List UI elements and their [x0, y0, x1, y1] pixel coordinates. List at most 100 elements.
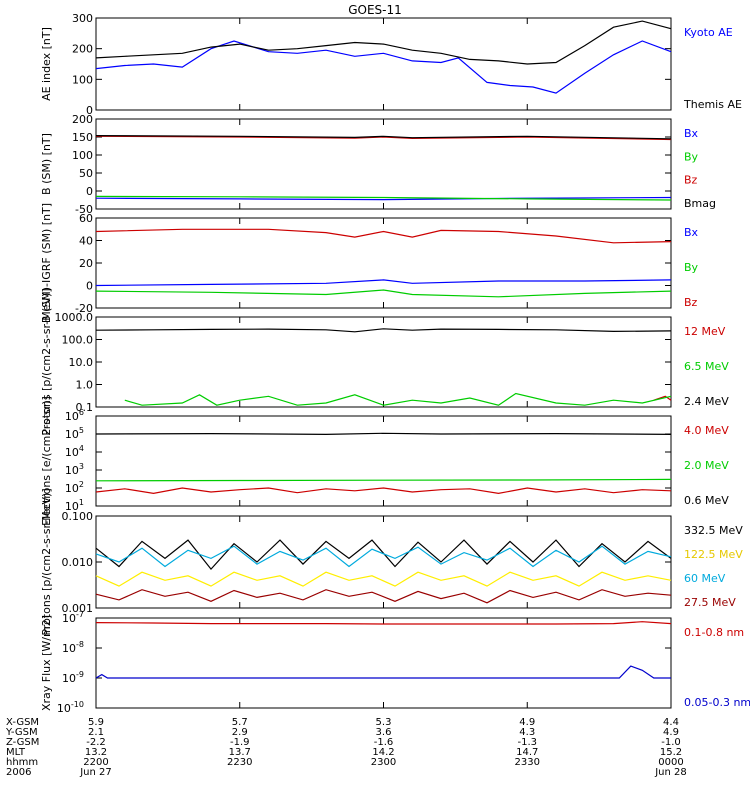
y-tick-label: 105: [65, 426, 84, 441]
y-tick-label: 106: [65, 408, 84, 423]
legend-entry: Bz: [684, 174, 698, 187]
footer-cell: Jun 27: [79, 767, 112, 778]
footer-row-label: hhmm: [6, 757, 38, 768]
y-axis-label: Electrons [e/(cm2-s-sr)]: [40, 396, 53, 526]
footer-cell: -1.3: [517, 737, 537, 748]
legend-entry: 0.05-0.3 nm: [684, 696, 750, 709]
y-tick-exponent: 2: [79, 480, 84, 489]
y-tick-label: -50: [75, 203, 93, 216]
footer-cell: 4.4: [663, 717, 679, 728]
series-line: [95, 571, 672, 587]
panel-2: -50 0 50 100 150 200 B (SM) [nT] Bx By Bz Bmag: [40, 113, 716, 216]
legend-entry: 332.5 MeV: [684, 524, 743, 537]
legend-entry: 60 MeV: [684, 572, 726, 585]
y-tick-label: 10-8: [62, 640, 84, 655]
y-tick-label: 102: [65, 480, 84, 495]
footer-cell: -2.2: [86, 737, 106, 748]
series-line: [95, 40, 672, 94]
y-tick-label: 60: [79, 212, 93, 225]
y-tick-label: 20: [79, 257, 93, 270]
y-axis-label: B (SM)-IGRF (SM) [nT]: [40, 203, 53, 323]
footer-row-label: Z-GSM: [6, 737, 39, 748]
series-line: [95, 196, 672, 201]
legend-entry: By: [684, 150, 699, 163]
series-line: [95, 228, 672, 244]
legend-entry: Themis AE: [683, 98, 742, 111]
footer-cell: 14.7: [516, 747, 538, 758]
series-line: [95, 279, 672, 287]
y-tick-label: 103: [65, 462, 84, 477]
y-tick-label: 1.0: [76, 379, 94, 392]
footer-cell: 3.6: [376, 727, 392, 738]
panel-frame: [95, 515, 672, 609]
y-tick-label: -20: [75, 302, 93, 315]
footer-row-label: X-GSM: [6, 717, 39, 728]
series-line: [95, 621, 672, 625]
y-tick-exponent: -10: [71, 700, 84, 709]
legend-entry: Kyoto AE: [684, 26, 733, 39]
footer-cell: 0000: [658, 757, 683, 768]
series-line: [95, 328, 672, 333]
series-line: [95, 195, 672, 201]
footer-cell: 2.9: [232, 727, 248, 738]
y-tick-label: 10-10: [57, 700, 84, 715]
footer-cell: 2300: [371, 757, 396, 768]
y-tick-label: 0: [86, 185, 93, 198]
footer-cell: 4.3: [519, 727, 535, 738]
y-tick-exponent: -8: [76, 640, 84, 649]
y-tick-label: 0.100: [62, 510, 94, 523]
legend-entry: 6.5 MeV: [684, 360, 729, 373]
y-tick-label: 10-9: [62, 670, 84, 685]
footer-cell: 14.2: [372, 747, 394, 758]
footer-cell: 5.7: [232, 717, 248, 728]
y-axis-label: Protons [p/(cm2-s-sr-MeV)]: [40, 488, 53, 635]
legend-entry: Bz: [684, 296, 698, 309]
panel-frame: [95, 118, 672, 210]
footer-cell: 5.3: [376, 717, 392, 728]
y-tick-exponent: -9: [76, 670, 84, 679]
panel-frame: [95, 17, 672, 111]
panel-frame: [95, 415, 672, 507]
legend-entry: 0.1-0.8 nm: [684, 626, 744, 639]
y-tick-label: 100: [72, 73, 93, 86]
legend-entry: 2.4 MeV: [684, 395, 729, 408]
y-tick-label: 0: [86, 104, 93, 117]
legend-entry: 0.6 MeV: [684, 494, 729, 507]
footer-cell: -1.0: [661, 737, 681, 748]
legend-entry: By: [684, 261, 699, 274]
series-line: [95, 432, 672, 436]
series-line: [124, 392, 672, 406]
footer-cell: 2230: [227, 757, 252, 768]
panel-6: 0.001 0.010 0.100 Protons [p/(cm2-s-sr-MeV)…: [40, 488, 743, 635]
footer-row-label: 2006: [6, 767, 31, 778]
y-tick-label: 0.1: [76, 401, 94, 414]
series-line: [95, 20, 672, 65]
legend-entry: 2.0 MeV: [684, 459, 729, 472]
footer-cell: 2330: [515, 757, 540, 768]
panel-3: -20 0 20 40 60 B (SM)-IGRF (SM) [nT] Bx By Bz: [40, 203, 699, 323]
legend-entry: 27.5 MeV: [684, 596, 736, 609]
y-tick-exponent: 4: [79, 444, 84, 453]
y-tick-label: 10-7: [62, 610, 84, 625]
y-tick-label: 50: [79, 167, 93, 180]
y-axis-label: Protons [p/(cm2-s-sr-MeV)]: [40, 288, 53, 435]
series-line: [95, 478, 672, 482]
y-tick-label: 300: [72, 12, 93, 25]
y-tick-exponent: -7: [76, 610, 84, 619]
y-tick-label: 200: [72, 113, 93, 126]
y-tick-exponent: 1: [79, 498, 84, 507]
series-line: [95, 487, 672, 495]
panel-7: 10-10 10-9 10-8 10-7 Xray Flux [W/m2] 0.1-0.8…: [40, 610, 750, 715]
legend-entry: 4.0 MeV: [684, 424, 729, 437]
legend-entry: 122.5 MeV: [684, 548, 743, 561]
footer-cell: -1.6: [374, 737, 394, 748]
y-tick-label: 104: [65, 444, 84, 459]
footer-cell: 2200: [83, 757, 108, 768]
chart-title: GOES-11: [348, 3, 402, 17]
y-tick-label: 200: [72, 43, 93, 56]
footer-cell: 13.2: [85, 747, 107, 758]
series-line: [95, 589, 672, 604]
